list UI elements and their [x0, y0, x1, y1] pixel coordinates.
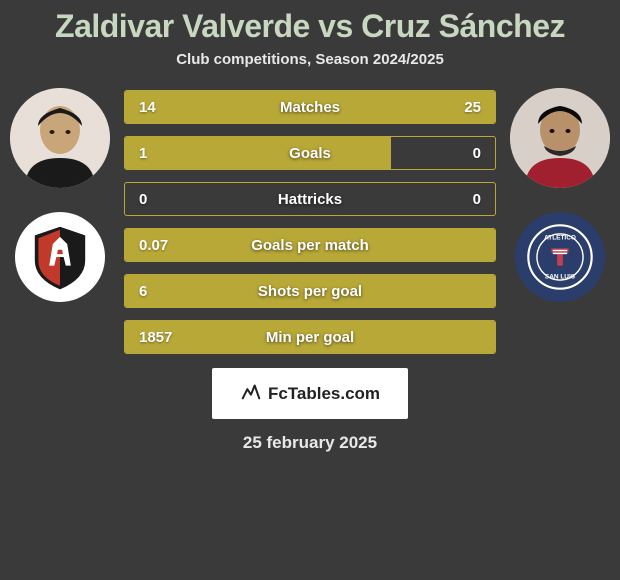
- stat-value-right: 25: [464, 99, 481, 116]
- stat-label: Shots per goal: [258, 283, 362, 300]
- svg-text:ATLÉTICO: ATLÉTICO: [544, 233, 576, 242]
- page-title: Zaldivar Valverde vs Cruz Sánchez: [0, 0, 620, 51]
- footer: FcTables.com 25 february 2025: [0, 368, 620, 453]
- team-left-logo: [15, 212, 105, 302]
- player-right-avatar: [510, 88, 610, 188]
- stat-bar: 0 Hattricks 0: [124, 182, 496, 216]
- stat-bar: 14 Matches 25: [124, 90, 496, 124]
- stat-value-left: 1: [139, 145, 147, 162]
- right-player-col: ATLÉTICO SAN LUIS: [510, 86, 610, 302]
- brand-icon: [240, 380, 262, 407]
- stat-value-right: 0: [473, 145, 481, 162]
- svg-text:SAN LUIS: SAN LUIS: [545, 274, 576, 281]
- stat-value-left: 14: [139, 99, 156, 116]
- brand-badge: FcTables.com: [212, 368, 408, 419]
- stats-column: 14 Matches 25 1 Goals 0 0 Hattricks 0 0.07 Goals p…: [124, 86, 496, 354]
- stat-label: Hattricks: [278, 191, 342, 208]
- stat-label: Matches: [280, 99, 340, 116]
- team-right-logo: ATLÉTICO SAN LUIS: [515, 212, 605, 302]
- stat-value-right: 0: [473, 191, 481, 208]
- player-left-avatar: [10, 88, 110, 188]
- stat-value-left: 1857: [139, 329, 172, 346]
- subtitle: Club competitions, Season 2024/2025: [0, 51, 620, 86]
- stat-bar: 1 Goals 0: [124, 136, 496, 170]
- stat-value-left: 0.07: [139, 237, 168, 254]
- comparison-row: 14 Matches 25 1 Goals 0 0 Hattricks 0 0.07 Goals p…: [0, 86, 620, 354]
- stat-bar: 0.07 Goals per match: [124, 228, 496, 262]
- brand-text: FcTables.com: [268, 384, 380, 404]
- stat-value-left: 6: [139, 283, 147, 300]
- stat-label: Goals: [289, 145, 331, 162]
- stat-label: Min per goal: [266, 329, 354, 346]
- stat-bar: 6 Shots per goal: [124, 274, 496, 308]
- stat-value-left: 0: [139, 191, 147, 208]
- date-text: 25 february 2025: [243, 433, 377, 453]
- stat-fill-left: [125, 137, 391, 169]
- stat-label: Goals per match: [251, 237, 369, 254]
- left-player-col: [10, 86, 110, 302]
- stat-bar: 1857 Min per goal: [124, 320, 496, 354]
